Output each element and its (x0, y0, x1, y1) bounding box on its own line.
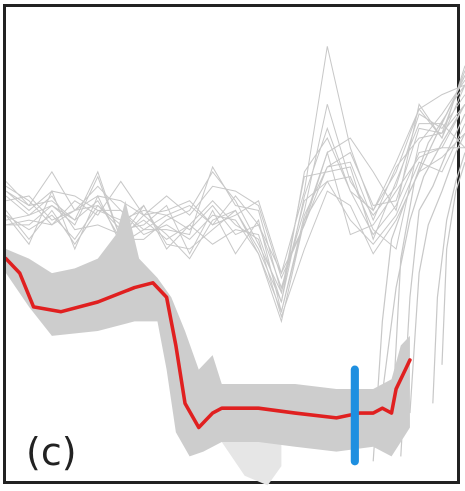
panel-label: (c) (26, 430, 77, 474)
chart-plot (6, 46, 465, 486)
steep-series-line (381, 103, 465, 394)
light-shade-group (221, 441, 282, 486)
steep-series-line (432, 152, 465, 404)
steep-series-group (372, 75, 465, 462)
band-group (6, 200, 410, 457)
steep-series-line (400, 113, 465, 457)
background-series-line (6, 123, 465, 295)
steep-series-line (441, 162, 465, 365)
mean-line (6, 256, 412, 430)
steep-series-line (390, 75, 465, 433)
background-series-line (6, 123, 465, 324)
uncertainty-band (6, 200, 410, 457)
mean-line-group (6, 256, 412, 430)
background-series-line (6, 70, 465, 275)
steep-series-line (409, 132, 465, 414)
background-series-line (6, 132, 465, 319)
background-series-line (6, 79, 465, 295)
chart-frame: (c) (3, 4, 465, 486)
light-shade-area (221, 441, 282, 486)
background-series-group (6, 46, 465, 324)
background-series-line (6, 46, 465, 275)
background-series-line (6, 103, 465, 312)
background-series-line (6, 94, 465, 290)
